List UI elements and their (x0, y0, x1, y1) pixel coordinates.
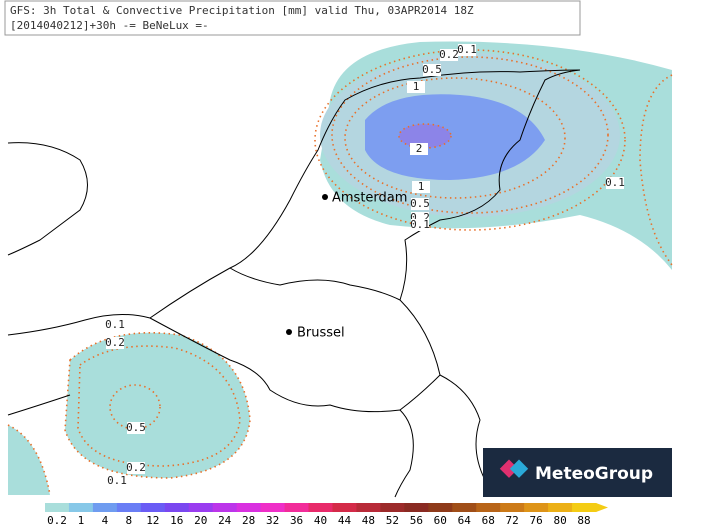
legend-swatch (164, 503, 190, 512)
legend-swatch (212, 503, 238, 512)
legend: 0.2 1 4 8 12 16 20 24 28 32 36 40 44 48 52 56 60 64 68 72 76… (45, 503, 608, 527)
contour-label-bg (407, 81, 425, 93)
header-line: [2014040212]+30h -= BeNeLux =- (10, 19, 209, 32)
legend-swatch (260, 503, 286, 512)
legend-label: 1 (78, 514, 85, 527)
legend-swatch (452, 503, 477, 512)
precip-south (7, 332, 251, 496)
contour-label: 0.2 (126, 461, 146, 474)
legend-swatch (140, 503, 166, 512)
legend-swatch (524, 503, 549, 512)
contour-label-bg (411, 219, 429, 231)
legend-swatch (92, 503, 118, 512)
legend-label: 52 (386, 514, 399, 527)
legend-swatch (236, 503, 262, 512)
legend-swatch (116, 503, 142, 512)
legend-label: 64 (458, 514, 472, 527)
legend-label: 12 (146, 514, 159, 527)
contour-label: 0.2 (439, 48, 459, 61)
city-dot (322, 194, 328, 200)
contour-label: 2 (416, 142, 423, 155)
precip-north (314, 41, 673, 270)
contour-label-bg (108, 475, 126, 487)
contour-label-bg (106, 319, 124, 331)
contour-label-bg (410, 143, 428, 155)
contour-label: 0.1 (457, 43, 477, 56)
contour-label: 0.2 (105, 336, 125, 349)
legend-label: 8 (126, 514, 133, 527)
legend-label: 40 (314, 514, 327, 527)
legend-swatch (572, 503, 597, 512)
contour-label: 0.5 (126, 421, 146, 434)
contour-label-bg (411, 198, 429, 210)
legend-label: 72 (506, 514, 519, 527)
legend-label: 20 (194, 514, 207, 527)
legend-label: 68 (482, 514, 495, 527)
legend-label: 24 (218, 514, 232, 527)
city-label: Brussel (297, 326, 345, 341)
legend-swatch (332, 503, 357, 512)
city-label: Amsterdam (332, 191, 407, 206)
legend-label: 76 (530, 514, 543, 527)
legend-label: 28 (242, 514, 255, 527)
legend-label: 0.2 (47, 514, 67, 527)
city-dot (286, 329, 292, 335)
legend-swatch (548, 503, 573, 512)
legend-swatch (404, 503, 429, 512)
contour-label-bg (440, 49, 458, 61)
legend-swatch (45, 503, 70, 512)
legend-label: 32 (266, 514, 279, 527)
contour-label: 0.5 (422, 63, 442, 76)
contour-label: 0.1 (605, 176, 625, 189)
legend-label: 56 (410, 514, 423, 527)
legend-label: 16 (170, 514, 183, 527)
header-line: GFS: 3h Total & Convective Precipitation… (10, 4, 474, 17)
contour-label: 1 (418, 180, 425, 193)
legend-swatch (500, 503, 525, 512)
legend-swatch (476, 503, 501, 512)
contour-label: 0.1 (107, 474, 127, 487)
contour-label-bg (412, 181, 430, 193)
legend-arrow (596, 503, 608, 512)
contour-label: 0.5 (410, 197, 430, 210)
legend-swatch (428, 503, 453, 512)
contour-label-bg (606, 177, 624, 189)
contour-label-bg (127, 422, 145, 434)
logo-text: MeteoGroup (535, 464, 653, 484)
legend-label: 60 (434, 514, 447, 527)
contour-label-bg (423, 64, 441, 76)
header-box (4, 0, 581, 36)
contour-label: 0.1 (410, 218, 430, 231)
legend-label: 44 (338, 514, 352, 527)
contour-label: 0.1 (105, 318, 125, 331)
legend-swatch (356, 503, 381, 512)
contour-label-bg (106, 337, 124, 349)
contour-label: 1 (413, 80, 420, 93)
legend-swatch (68, 503, 94, 512)
legend-label: 80 (553, 514, 566, 527)
logo-icon (499, 459, 529, 478)
coastlines (7, 69, 581, 498)
legend-label: 36 (290, 514, 303, 527)
legend-swatch (308, 503, 333, 512)
legend-label: 48 (362, 514, 375, 527)
legend-swatch (188, 503, 214, 512)
legend-label: 4 (102, 514, 109, 527)
legend-swatch (284, 503, 310, 512)
legend-swatch (380, 503, 405, 512)
legend-label: 88 (577, 514, 590, 527)
contour-label-bg (458, 44, 476, 56)
contour-label-bg (127, 462, 145, 474)
